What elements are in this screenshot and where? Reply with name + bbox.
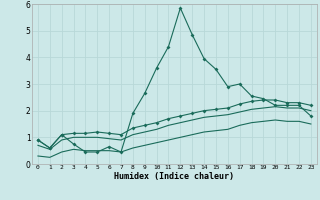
X-axis label: Humidex (Indice chaleur): Humidex (Indice chaleur) xyxy=(115,172,234,181)
